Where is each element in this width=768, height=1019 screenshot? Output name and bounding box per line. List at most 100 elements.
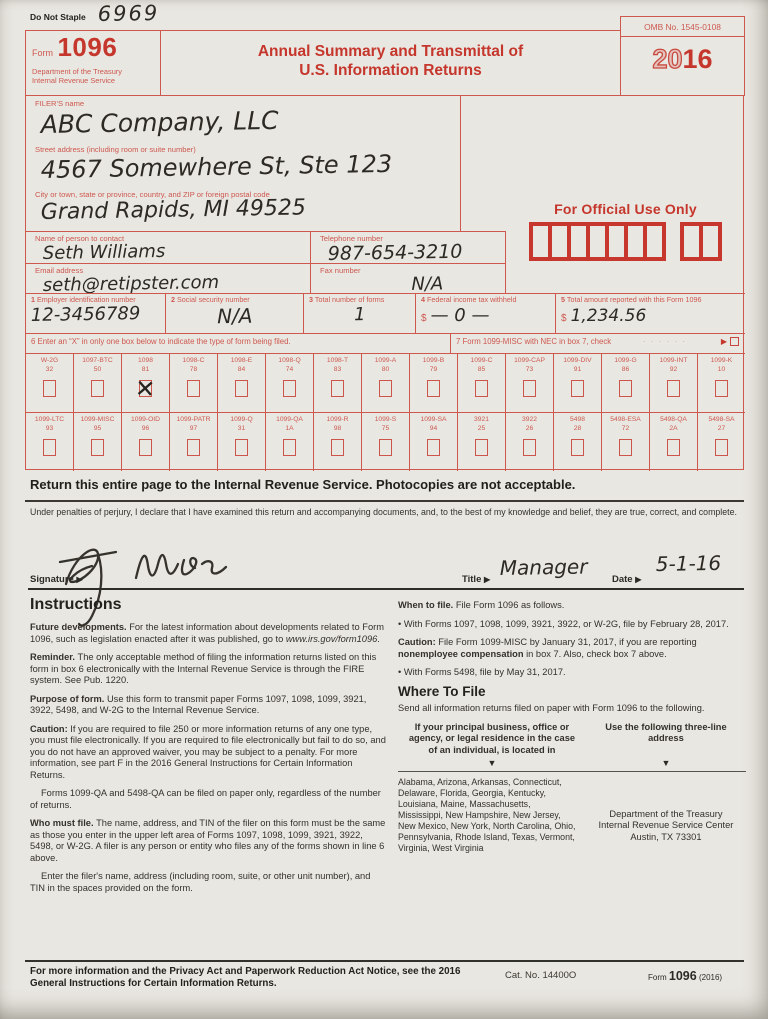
box5-total-amount: 5 Total amount reported with this Form 1…	[556, 294, 745, 333]
instruction-paragraph: Forms 1099-QA and 5498-QA can be filed o…	[30, 788, 381, 810]
filer-name-value: ABC Company, LLC	[40, 105, 279, 139]
form-type-checkbox-1098-T	[331, 380, 344, 397]
box1-ein: 1 Employer identification number 12-3456…	[26, 294, 166, 333]
box4-value: — 0 —	[430, 305, 490, 327]
form-type-checkbox-1099-S	[379, 439, 392, 456]
form-type-code: 86	[621, 366, 630, 373]
instructions-left-column: Future developments. For the latest info…	[30, 622, 387, 901]
form-type-name: 1099-QA	[276, 416, 303, 423]
instructions-heading: Instructions	[30, 596, 122, 613]
form-type-checkbox-W-2G	[43, 380, 56, 397]
box5-number: 5	[561, 295, 565, 304]
form-type-code: 83	[333, 366, 342, 373]
form-type-name: 1099-A	[374, 357, 397, 364]
form-type-code: 50	[93, 366, 102, 373]
form-type-name: 1099-CAP	[514, 357, 545, 364]
form-type-name: 1098-E	[230, 357, 253, 364]
form-type-checkbox-1098-C	[187, 380, 200, 397]
box2-value: N/A	[216, 303, 253, 329]
boxes-6-7-row: 6 Enter an “X” in only one box below to …	[26, 333, 745, 353]
year-bold: 16	[682, 44, 713, 74]
street-value: 4567 Somewhere St, Ste 123	[40, 149, 393, 184]
form-type-cell-1098-C: 1098-C 78	[170, 354, 218, 412]
form-type-cell-3921: 3921 25	[458, 413, 506, 471]
footer-divider	[25, 960, 744, 962]
email-cell: Email address seth@retipster.com	[26, 264, 311, 296]
form-type-name: 5498-ESA	[610, 416, 641, 423]
instruction-paragraph: • With Forms 5498, file by May 31, 2017.	[398, 667, 566, 677]
form-type-name: 1099-LTC	[34, 416, 65, 423]
omb-box: OMB No. 1545-0108 2016	[620, 16, 745, 96]
form-number: 1096	[57, 32, 118, 62]
form-type-code: 72	[621, 425, 630, 432]
form-type-cell-1099-LTC: 1099-LTC 93	[26, 413, 74, 471]
official-use-boxes	[506, 222, 745, 261]
box2-number: 2	[171, 295, 175, 304]
form-type-code: 25	[477, 425, 486, 432]
contact-name-cell: Name of person to contact Seth Williams	[26, 232, 311, 264]
form-type-checkbox-5498-QA	[667, 439, 680, 456]
form-type-cell-1099-C: 1099-C 85	[458, 354, 506, 412]
box3-total-forms: 3 Total number of forms 1	[304, 294, 416, 333]
form-type-name: 1098-Q	[278, 357, 301, 364]
instructions-right-column: When to file. File Form 1096 as follows.…	[398, 600, 746, 854]
form-word: Form	[32, 48, 53, 58]
wtf-states-list: Alabama, Arizona, Arkansas, Connecticut,…	[398, 776, 576, 853]
form-type-checkbox-5498	[571, 439, 584, 456]
dept-irs: Internal Revenue Service	[32, 75, 115, 85]
form-type-code: 26	[525, 425, 534, 432]
contact-name-value: Seth Williams	[42, 240, 166, 264]
form-type-code: 10	[717, 366, 726, 373]
form-type-checkbox-1099-OID	[139, 439, 152, 456]
dotted-leader: . . . . . .	[643, 337, 687, 344]
form-type-code: 28	[573, 425, 582, 432]
box7-checkbox	[730, 337, 739, 346]
form-number-box: Form 1096 Department of the Treasury Int…	[26, 31, 161, 96]
form-type-cell-1099-MISC: 1099-MISC 95	[74, 413, 122, 471]
form-type-grid-row1: W-2G 32 1097-BTC 50 1098 81 ✕ 1098-C 78 1098-E 84 1…	[26, 353, 745, 412]
date-value: 5-1-16	[655, 550, 722, 576]
form-type-name: 1099-PATR	[176, 416, 211, 423]
filer-name-label: FILER'S name	[35, 99, 85, 108]
instruction-paragraph: Caution: If you are required to file 250…	[30, 723, 386, 780]
where-to-file-intro: Send all information returns filed on pa…	[398, 703, 705, 713]
form-type-name: 1098	[138, 357, 153, 364]
do-not-staple-label: Do Not Staple	[30, 12, 86, 22]
form-type-cell-W-2G: W-2G 32	[26, 354, 74, 412]
wtf-right-header: Use the following three-line address	[605, 721, 727, 744]
instruction-paragraph: Reminder. The only acceptable method of …	[30, 652, 377, 685]
form-type-cell-1099-S: 1099-S 75	[362, 413, 410, 471]
form-type-cell-1099-Q: 1099-Q 31	[218, 413, 266, 471]
box4-label: Federal income tax withheld	[427, 295, 517, 304]
form-title: Annual Summary and Transmittal of U.S. I…	[161, 31, 620, 96]
down-arrow-icon: ▼	[661, 758, 671, 768]
street-label: Street address (including room or suite …	[35, 145, 196, 154]
box2-ssn: 2 Social security number N/A	[166, 294, 304, 333]
form-type-cell-1098-E: 1098-E 84	[218, 354, 266, 412]
contact-name-label: Name of person to contact	[35, 234, 125, 243]
instruction-paragraph: When to file. File Form 1096 as follows.	[398, 600, 565, 610]
form-type-checkbox-5498-ESA	[619, 439, 632, 456]
form-type-cell-1099-INT: 1099-INT 92	[650, 354, 698, 412]
form-type-checkbox-1099-SA	[427, 439, 440, 456]
fax-label: Fax number	[320, 266, 361, 275]
dept-treasury: Department of the Treasury	[32, 67, 122, 76]
down-arrow-icon: ▼	[487, 758, 497, 768]
form-type-checkbox-1099-C	[475, 380, 488, 397]
boxes-1-to-5-row: 1 Employer identification number 12-3456…	[26, 293, 745, 333]
form-type-name: 3922	[522, 416, 537, 423]
title-arrow-icon: ▶	[484, 575, 491, 584]
form-type-cell-1099-DIV: 1099-DIV 91	[554, 354, 602, 412]
form-type-name: 5498-QA	[660, 416, 687, 423]
form-type-code: 92	[669, 366, 678, 373]
form-type-code: 96	[141, 425, 150, 432]
form-type-cell-1099-B: 1099-B 79	[410, 354, 458, 412]
form-type-checkbox-1099-LTC	[43, 439, 56, 456]
form-type-name: 1099-K	[710, 357, 733, 364]
form-type-cell-5498-ESA: 5498-ESA 72	[602, 413, 650, 471]
email-label: Email address	[35, 266, 84, 275]
box4-number: 4	[421, 295, 425, 304]
form-type-code: 78	[189, 366, 198, 373]
form-type-code: 95	[93, 425, 102, 432]
